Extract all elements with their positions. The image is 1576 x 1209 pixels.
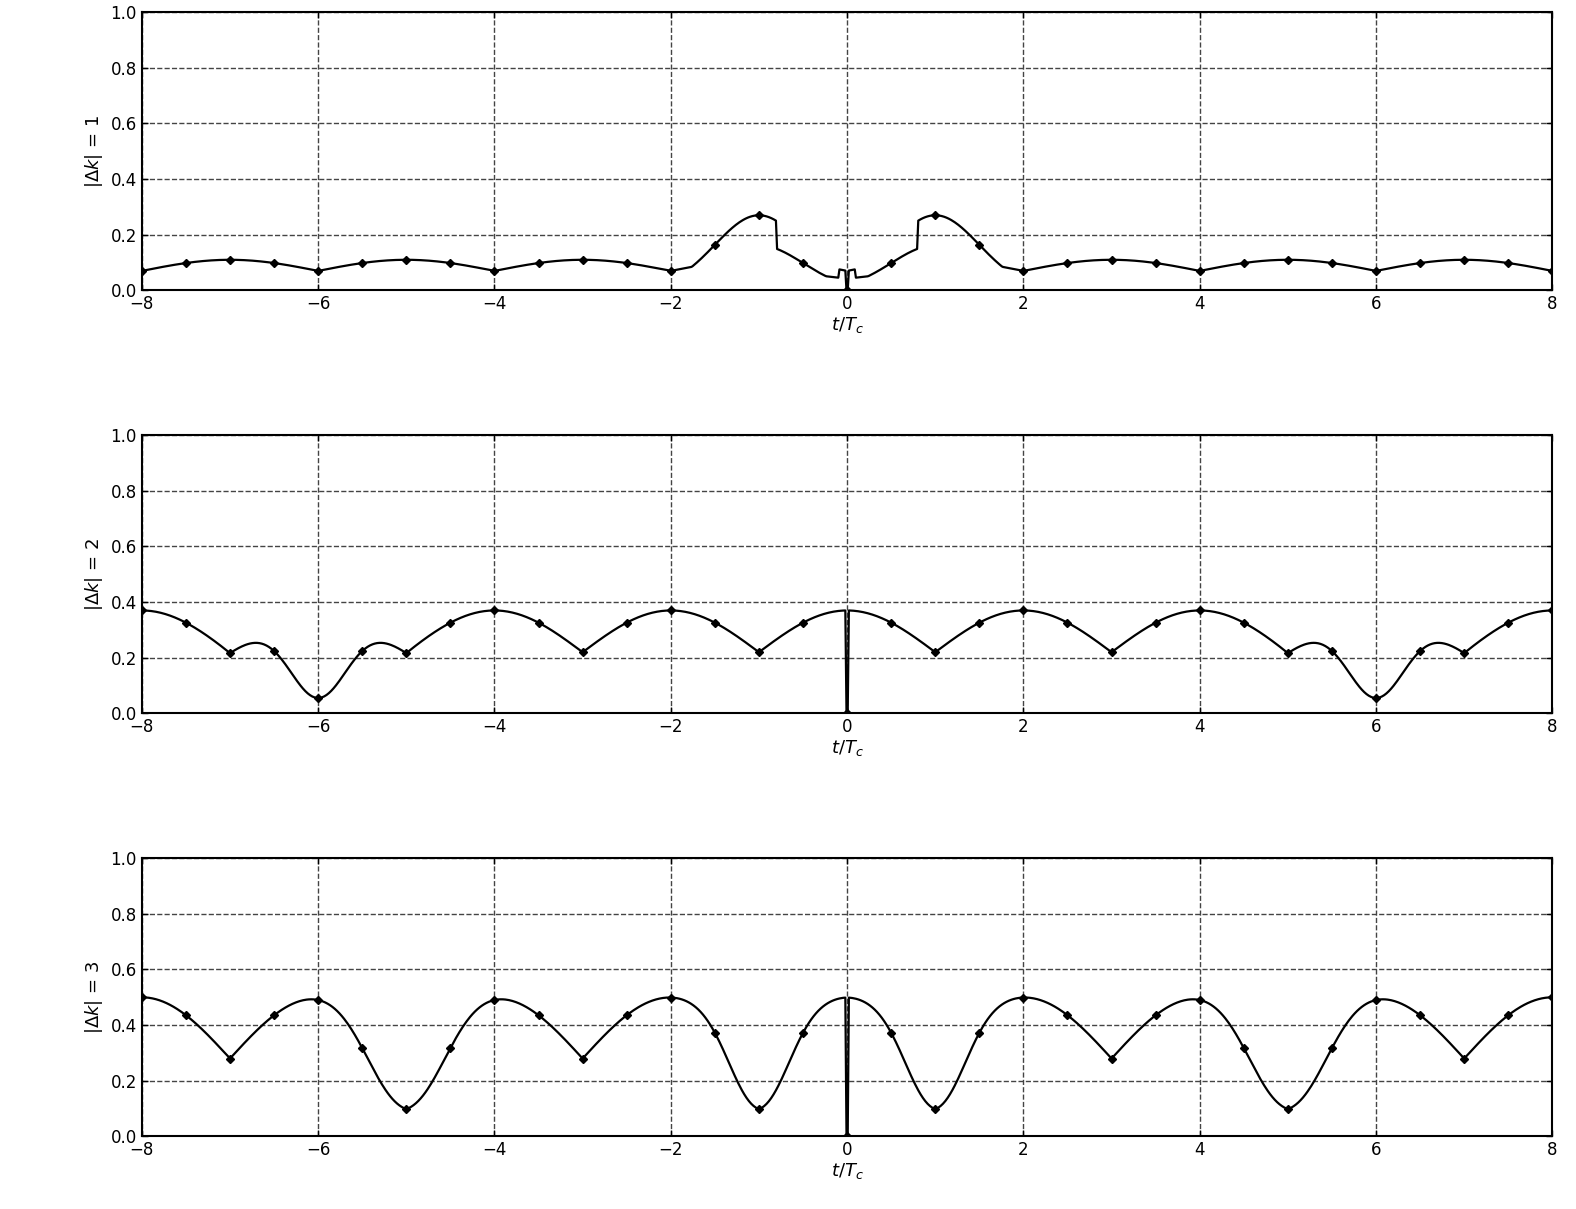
X-axis label: $t/T_c$: $t/T_c$ xyxy=(831,737,864,758)
Y-axis label: $|\Delta k|$ = 3: $|\Delta k|$ = 3 xyxy=(84,961,106,1034)
Y-axis label: $|\Delta k|$ = 2: $|\Delta k|$ = 2 xyxy=(84,538,106,611)
X-axis label: $t/T_c$: $t/T_c$ xyxy=(831,1161,864,1181)
Y-axis label: $|\Delta k|$ = 1: $|\Delta k|$ = 1 xyxy=(84,115,106,187)
X-axis label: $t/T_c$: $t/T_c$ xyxy=(831,314,864,335)
